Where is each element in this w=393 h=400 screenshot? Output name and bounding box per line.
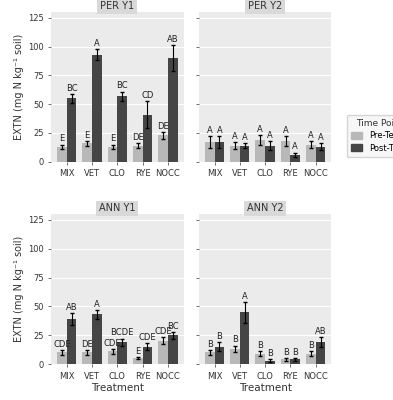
Title: ANN Y2: ANN Y2	[247, 204, 283, 214]
Text: CD: CD	[141, 90, 154, 100]
Bar	[265, 146, 275, 162]
Bar	[290, 359, 300, 364]
Bar	[281, 141, 290, 162]
Bar	[255, 354, 265, 364]
Text: A: A	[318, 133, 323, 142]
Text: A: A	[257, 125, 263, 134]
Bar	[215, 142, 224, 162]
Title: PER Y2: PER Y2	[248, 1, 282, 11]
Text: DE: DE	[132, 133, 144, 142]
Bar	[168, 58, 178, 162]
Text: A: A	[217, 126, 222, 135]
Bar	[205, 352, 215, 364]
Bar	[290, 155, 300, 162]
Bar	[67, 319, 76, 364]
Text: A: A	[242, 292, 248, 301]
Bar	[265, 360, 275, 364]
Text: B: B	[267, 349, 273, 358]
Text: A: A	[292, 142, 298, 152]
Text: B: B	[207, 340, 213, 349]
Text: BC: BC	[66, 84, 77, 93]
Bar	[281, 359, 290, 364]
Bar	[133, 146, 143, 162]
Title: ANN Y1: ANN Y1	[99, 204, 136, 214]
Text: AB: AB	[66, 303, 77, 312]
Bar	[240, 146, 250, 162]
Bar	[143, 114, 152, 162]
Bar	[158, 341, 168, 364]
Text: B: B	[257, 341, 263, 350]
Bar	[83, 352, 92, 364]
Bar	[205, 142, 215, 162]
Text: B: B	[232, 336, 238, 344]
Bar	[117, 96, 127, 162]
Text: CDE: CDE	[154, 327, 172, 336]
Bar	[83, 143, 92, 162]
Text: A: A	[283, 126, 288, 135]
Bar	[67, 98, 76, 162]
Bar	[168, 335, 178, 364]
Text: B: B	[308, 341, 314, 350]
Text: A: A	[267, 131, 273, 140]
Text: BC: BC	[167, 322, 178, 330]
Text: DE: DE	[157, 122, 169, 131]
Legend: Pre-Term, Post-Term: Pre-Term, Post-Term	[347, 115, 393, 157]
Y-axis label: EXTN (mg N kg⁻¹ soil): EXTN (mg N kg⁻¹ soil)	[13, 236, 24, 342]
Text: E: E	[84, 131, 90, 140]
Bar	[230, 146, 240, 162]
Bar	[133, 358, 143, 364]
Bar	[255, 140, 265, 162]
Title: PER Y1: PER Y1	[100, 1, 134, 11]
Bar	[215, 347, 224, 364]
Text: CDE: CDE	[53, 340, 71, 349]
Text: E: E	[135, 347, 140, 356]
Bar	[306, 144, 316, 162]
Text: CDE: CDE	[104, 339, 121, 348]
Y-axis label: EXTN (mg N kg⁻¹ soil): EXTN (mg N kg⁻¹ soil)	[13, 34, 24, 140]
Bar	[108, 351, 117, 364]
X-axis label: Treatment: Treatment	[91, 384, 144, 394]
Bar	[306, 354, 316, 364]
Text: B: B	[283, 348, 288, 357]
X-axis label: Treatment: Treatment	[239, 384, 292, 394]
Bar	[108, 147, 117, 162]
Bar	[92, 55, 102, 162]
Bar	[240, 312, 250, 364]
Bar	[57, 147, 67, 162]
Text: A: A	[94, 300, 100, 309]
Bar	[143, 347, 152, 364]
Text: A: A	[308, 131, 314, 140]
Text: B: B	[292, 348, 298, 357]
Text: AB: AB	[315, 327, 326, 336]
Text: AB: AB	[167, 35, 178, 44]
Text: A: A	[232, 132, 238, 141]
Text: A: A	[242, 133, 248, 142]
Text: BC: BC	[116, 81, 128, 90]
Bar	[316, 147, 325, 162]
Text: A: A	[207, 126, 213, 135]
Bar	[230, 349, 240, 364]
Text: E: E	[110, 134, 115, 143]
Text: DE: DE	[81, 340, 93, 349]
Bar	[92, 314, 102, 364]
Bar	[117, 342, 127, 364]
Bar	[316, 342, 325, 364]
Text: A: A	[94, 39, 100, 48]
Bar	[158, 135, 168, 162]
Text: E: E	[59, 134, 64, 143]
Bar	[57, 352, 67, 364]
Text: B: B	[217, 332, 222, 341]
Text: BCDE: BCDE	[110, 328, 134, 338]
Text: CDE: CDE	[139, 333, 156, 342]
